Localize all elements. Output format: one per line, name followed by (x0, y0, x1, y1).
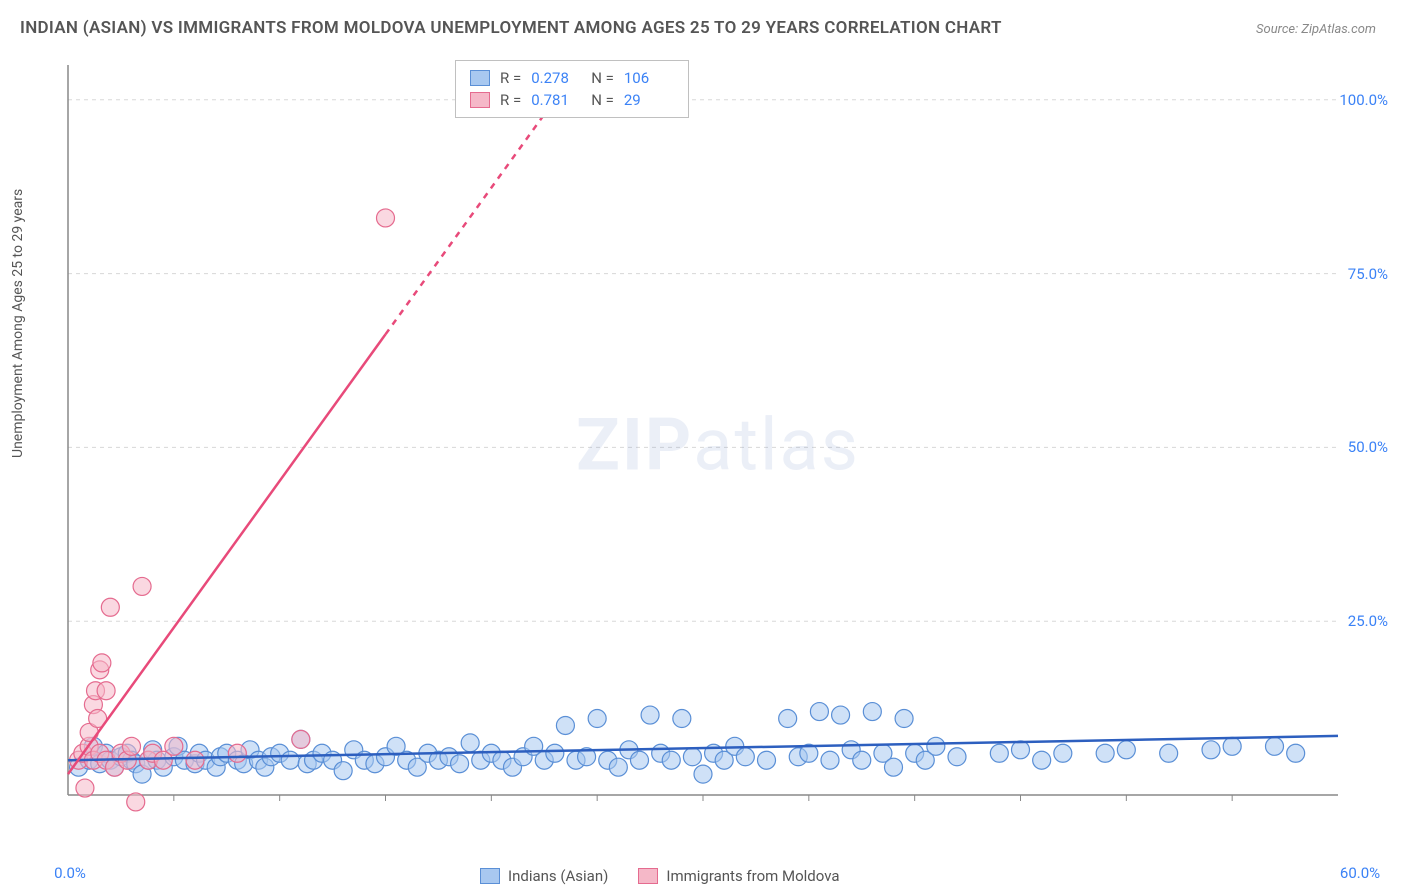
legend-label-1: Immigrants from Moldova (666, 867, 839, 885)
series-legend: Indians (Asian) Immigrants from Moldova (480, 867, 840, 885)
x-tick-0: 0.0% (54, 864, 86, 882)
legend-swatch-blue (470, 70, 490, 86)
y-tick-75: 75.0% (1348, 265, 1388, 283)
legend-swatch-pink (470, 92, 490, 108)
y-tick-100: 100.0% (1339, 91, 1388, 109)
legend-item-indians: Indians (Asian) (480, 867, 608, 885)
chart-svg (58, 55, 1378, 835)
y-tick-50: 50.0% (1348, 438, 1388, 456)
plot-area: ZIPatlas (58, 55, 1378, 835)
y-tick-25: 25.0% (1348, 612, 1388, 630)
legend-row-0: R = 0.278 N = 106 (470, 67, 674, 89)
correlation-legend: R = 0.278 N = 106 R = 0.781 N = 29 (455, 60, 689, 118)
legend-swatch-blue-icon (480, 868, 500, 884)
legend-item-moldova: Immigrants from Moldova (638, 867, 839, 885)
legend-row-1: R = 0.781 N = 29 (470, 89, 674, 111)
source-label: Source: ZipAtlas.com (1256, 22, 1376, 37)
x-tick-60: 60.0% (1340, 864, 1380, 882)
y-axis-label: Unemployment Among Ages 25 to 29 years (10, 189, 26, 458)
legend-swatch-pink-icon (638, 868, 658, 884)
legend-label-0: Indians (Asian) (508, 867, 608, 885)
chart-title: INDIAN (ASIAN) VS IMMIGRANTS FROM MOLDOV… (20, 18, 1002, 38)
